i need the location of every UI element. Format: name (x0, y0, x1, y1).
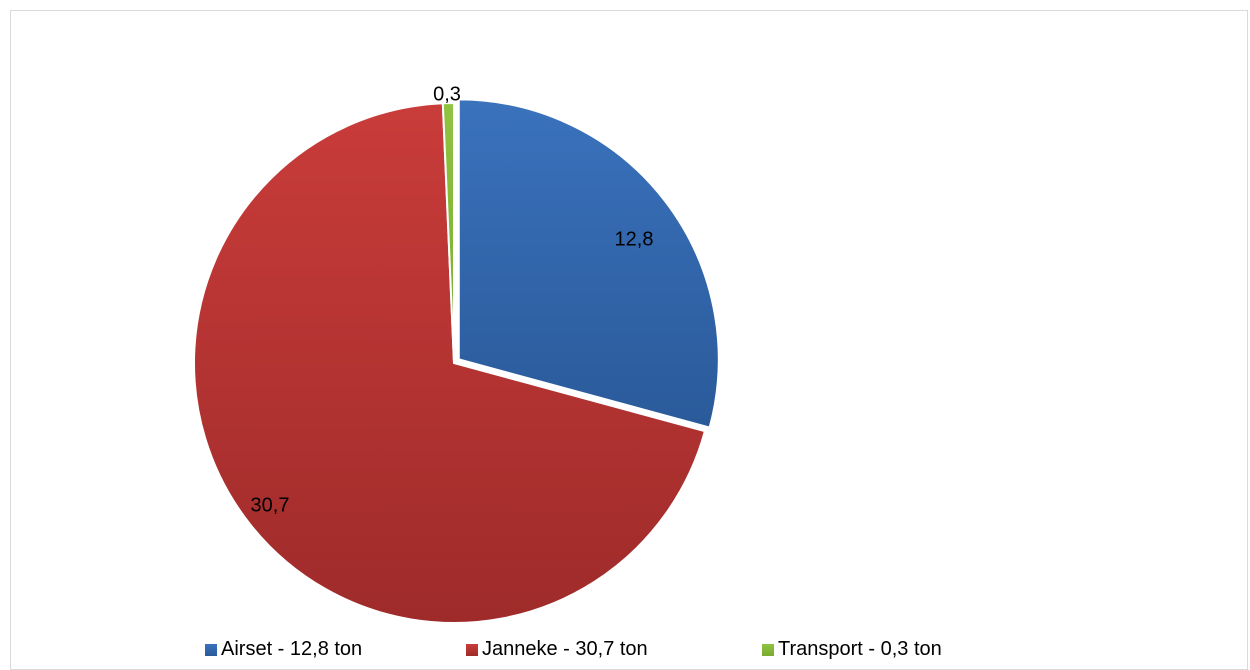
data-label-airset: 12,8 (615, 228, 654, 250)
pie-slice-janneke (193, 102, 707, 624)
data-label-janneke: 30,7 (251, 494, 290, 516)
pie-slices (193, 98, 720, 624)
pie-slice-transport (441, 101, 455, 364)
pie-slice-airset (457, 98, 720, 429)
legend: Airset - 12,8 ton Janneke - 30,7 ton Tra… (0, 638, 1250, 662)
legend-label-airset: Airset - 12,8 ton (221, 638, 363, 660)
legend-swatch-janneke (466, 643, 478, 656)
pie-data-labels: 12,8 30,7 0,3 (251, 83, 654, 516)
legend-label-janneke: Janneke - 30,7 ton (482, 638, 648, 660)
data-label-transport: 0,3 (433, 83, 461, 105)
legend-swatch-transport (762, 643, 774, 656)
legend-label-transport: Transport - 0,3 ton (778, 638, 942, 660)
legend-item-janneke: Janneke - 30,7 ton (466, 638, 648, 661)
legend-swatch-airset (205, 643, 217, 656)
legend-item-airset: Airset - 12,8 ton (205, 638, 362, 661)
legend-item-transport: Transport - 0,3 ton (762, 638, 942, 661)
